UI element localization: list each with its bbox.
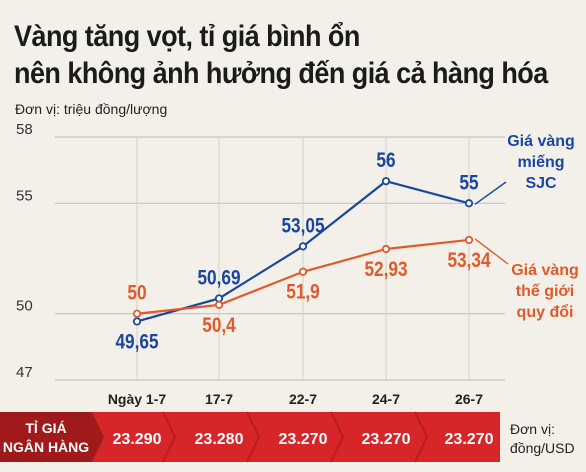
legend-pointer-0 <box>474 181 507 205</box>
data-label: 53,34 <box>447 249 490 272</box>
y-tick-label: 47 <box>16 364 33 381</box>
x-tick-label: 26-7 <box>455 391 483 407</box>
band-rate-value: 23.270 <box>362 431 411 448</box>
data-label: 52,93 <box>364 259 407 282</box>
band-label-segment <box>0 412 104 462</box>
legend-text: Giá vàng <box>507 133 575 150</box>
data-label: 49,65 <box>115 331 158 354</box>
band-unit-line-2: đồng/USD <box>510 440 575 456</box>
data-point <box>298 267 308 276</box>
legend-text: quy đổi <box>517 303 574 321</box>
band-rate-value: 23.280 <box>195 431 244 448</box>
band-rate-value: 23.270 <box>279 431 328 448</box>
band-title-line: NGÂN HÀNG <box>3 438 89 455</box>
data-label: 50,4 <box>202 314 236 337</box>
data-point <box>381 177 391 186</box>
x-tick-label: 17-7 <box>205 391 233 407</box>
band-title-line: TỈ GIÁ <box>25 420 66 436</box>
data-point <box>464 235 474 245</box>
data-label: 50,69 <box>197 267 240 290</box>
x-tick-label: 24-7 <box>372 391 400 407</box>
data-label: 51,9 <box>286 281 320 304</box>
legend-text: SJC <box>525 175 557 192</box>
legend-pointer-1 <box>474 238 509 265</box>
title-line-1: Vàng tăng vọt, tỉ giá bình ổn <box>14 20 360 53</box>
band-separator-2 <box>330 411 345 463</box>
legend-text: Giá vàng <box>511 262 579 279</box>
data-label: 53,05 <box>281 215 324 238</box>
title-line-2: nên không ảnh hưởng đến giá cả hàng hóa <box>14 57 548 90</box>
x-tick-label: 22-7 <box>289 391 317 407</box>
y-tick-label: 55 <box>16 187 33 204</box>
data-label: 55 <box>459 172 478 195</box>
legend-text: thế giới <box>516 283 574 300</box>
legend-text: miếng <box>517 154 564 171</box>
x-tick-label: Ngày 1-7 <box>108 391 167 407</box>
data-label: 56 <box>376 150 395 173</box>
data-point <box>464 199 474 208</box>
band-rate-value: 23.290 <box>113 431 162 448</box>
band-separator-3 <box>414 411 429 463</box>
y-tick-label: 58 <box>16 121 33 138</box>
data-point <box>298 242 308 251</box>
data-point <box>214 300 224 309</box>
data-point <box>214 294 224 303</box>
band-separator-0 <box>162 411 177 463</box>
data-point <box>132 309 142 318</box>
band-separator-1 <box>246 411 261 463</box>
data-point <box>132 317 142 326</box>
band-unit-line-1: Đơn vị: <box>510 421 555 437</box>
unit-label: Đơn vị: triệu đồng/lượng <box>15 101 168 117</box>
data-label: 50 <box>127 282 146 305</box>
band-rate-value: 23.270 <box>445 431 494 448</box>
y-tick-label: 50 <box>16 298 33 315</box>
data-point <box>381 244 391 254</box>
